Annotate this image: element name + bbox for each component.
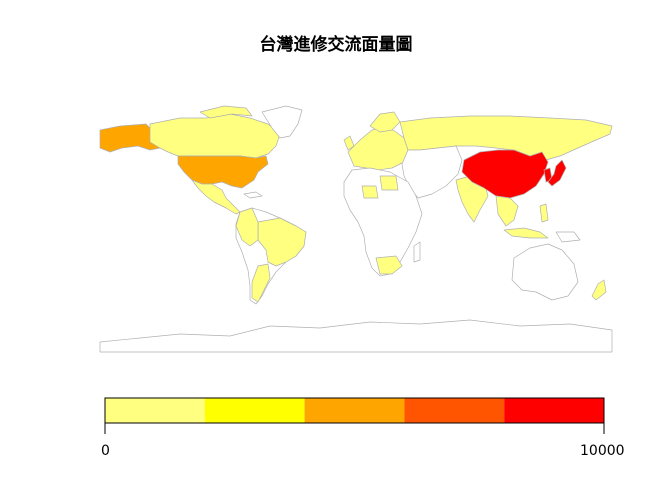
region-madagascar bbox=[413, 241, 421, 263]
region-united-kingdom bbox=[343, 135, 355, 151]
region-europe bbox=[347, 125, 409, 171]
legend-min-label: 0 bbox=[101, 443, 110, 459]
region-south-africa bbox=[375, 255, 403, 275]
region-china bbox=[461, 149, 549, 199]
region-alaska bbox=[99, 123, 161, 153]
map-title: 台灣進修交流面量圖 bbox=[259, 35, 413, 55]
region-papua bbox=[555, 231, 581, 243]
region-brazil bbox=[257, 217, 307, 267]
region-north-africa-2 bbox=[379, 175, 399, 191]
region-northwest-south-america bbox=[235, 207, 259, 247]
region-united-states bbox=[177, 155, 269, 189]
region-canada bbox=[149, 113, 281, 159]
region-new-zealand bbox=[591, 279, 607, 301]
region-north-africa-1 bbox=[361, 185, 379, 199]
region-canada-islands bbox=[199, 105, 253, 119]
region-indonesia bbox=[503, 227, 549, 239]
region-caribbean bbox=[243, 191, 263, 199]
region-central-asia bbox=[401, 145, 463, 199]
region-southeast-asia bbox=[495, 195, 519, 227]
region-japan bbox=[547, 159, 567, 187]
legend-max-label: 10000 bbox=[580, 443, 625, 459]
region-argentina bbox=[251, 263, 271, 303]
region-scandinavia bbox=[369, 111, 401, 133]
region-australia bbox=[511, 243, 579, 301]
region-antarctica bbox=[99, 319, 613, 353]
region-greenland bbox=[261, 105, 303, 139]
region-philippines bbox=[539, 203, 549, 223]
